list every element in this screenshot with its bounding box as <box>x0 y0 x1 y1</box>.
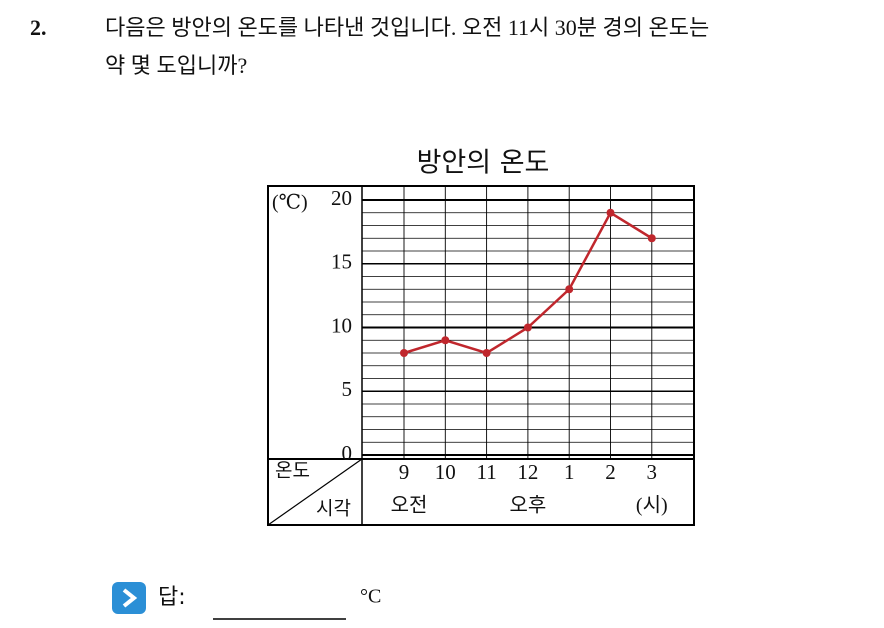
x-tick-label: 10 <box>435 460 456 484</box>
period-label: 오후 <box>509 494 546 517</box>
y-tick-label: 0 <box>342 441 353 465</box>
data-point <box>606 208 615 217</box>
corner-label: 시각 <box>316 497 351 519</box>
x-tick-label: 11 <box>476 460 496 484</box>
data-point <box>441 336 450 345</box>
y-axis-label: (℃) <box>272 192 308 214</box>
question-number: 2. <box>30 15 47 40</box>
y-tick-label: 10 <box>331 313 352 337</box>
chart-frame <box>267 185 695 526</box>
answer-icon-arrow <box>122 588 138 608</box>
x-tick-label: 9 <box>399 460 410 484</box>
x-tick-label: 2 <box>605 460 616 484</box>
y-tick-label: 20 <box>331 186 352 210</box>
period-label: 오전 <box>391 494 428 517</box>
x-tick-label: 12 <box>517 460 538 484</box>
y-tick-label: 15 <box>331 250 352 274</box>
data-point <box>523 323 532 332</box>
x-tick-label: 1 <box>564 460 575 484</box>
x-tick-label: 3 <box>647 460 658 484</box>
answer-icon <box>112 582 146 614</box>
corner-diagonal <box>267 458 363 526</box>
answer-label: 답: <box>158 585 186 610</box>
data-point <box>400 349 408 357</box>
data-point <box>482 349 491 357</box>
data-point <box>565 285 574 294</box>
question-text: 약 몇 도입니까? <box>105 53 247 78</box>
data-point <box>647 234 656 243</box>
y-tick-label: 5 <box>342 377 353 401</box>
period-label: (시) <box>636 495 668 517</box>
question-text: 다음은 방안의 온도를 나타낸 것입니다. 오전 11시 30분 경의 온도는 <box>105 15 709 40</box>
answer-unit: °C <box>360 586 381 608</box>
chart-title: 방안의 온도 <box>417 148 550 179</box>
corner-label: 온도 <box>275 460 310 481</box>
